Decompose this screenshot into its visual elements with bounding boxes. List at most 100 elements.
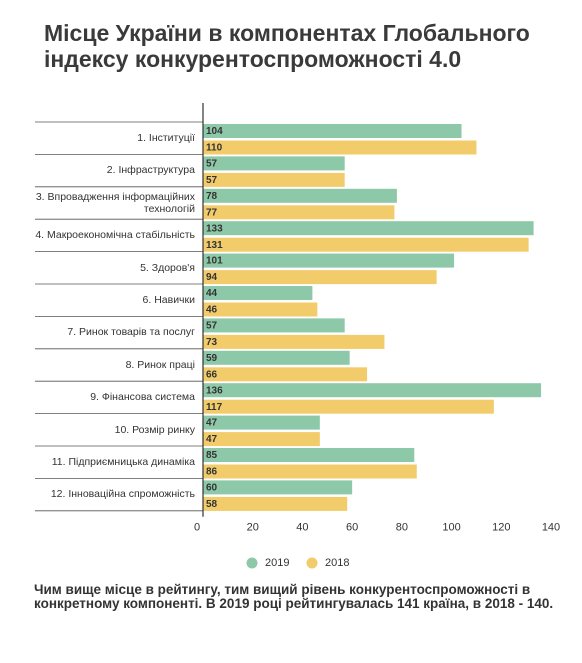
bar: [203, 237, 529, 252]
bar: [203, 302, 318, 317]
value-label: 58: [206, 499, 218, 510]
category-label-wrap: 2. Інфраструктура: [25, 154, 195, 186]
bar: [203, 124, 462, 138]
category-label-box: 3. Впровадження інформаційних технологій: [25, 187, 195, 219]
category-label-box: 9. Фінансова система: [25, 381, 195, 413]
bar: [203, 350, 350, 365]
legend-swatch: [246, 557, 258, 569]
category-label: 2. Інфраструктура: [106, 164, 195, 177]
x-tick-label: 100: [442, 522, 460, 534]
category-label: 11. Підприємницька динаміка: [51, 456, 195, 468]
bar: [203, 318, 345, 333]
value-label: 46: [206, 305, 218, 316]
category-label-wrap: 1. Інституції: [25, 122, 195, 154]
category-label-box: 12. Інноваційна спроможність: [25, 478, 195, 510]
legend-label: 2018: [325, 557, 349, 569]
bar: [203, 448, 415, 462]
value-label: 136: [206, 385, 223, 396]
category-label-box: 5. Здоров'я: [25, 252, 195, 284]
value-label: 47: [206, 434, 218, 445]
legend-swatch: [306, 557, 318, 569]
bar: [203, 221, 534, 236]
category-label-wrap: 8. Ринок праці: [25, 349, 195, 381]
bar: [203, 156, 345, 171]
category-label-wrap: 6. Навички: [25, 284, 195, 316]
x-tick-label: 20: [247, 522, 259, 534]
value-label: 60: [206, 483, 218, 494]
legend-label: 2019: [265, 557, 289, 569]
value-label: 66: [206, 369, 218, 380]
value-label: 73: [206, 337, 218, 348]
category-label-wrap: 11. Підприємницька динаміка: [25, 446, 195, 478]
category-label: 1. Інституції: [137, 132, 195, 144]
category-label-wrap: 4. Макроекономічна стабільність: [25, 219, 195, 251]
value-label: 101: [206, 256, 223, 267]
category-label: 4. Макроекономічна стабільність: [35, 229, 195, 242]
bar: [203, 253, 455, 268]
category-label-box: 4. Макроекономічна стабільність: [25, 219, 195, 251]
x-tick-label: 140: [542, 522, 560, 534]
bar: [203, 383, 542, 398]
category-label-box: 6. Навички: [25, 284, 195, 316]
category-label: 3. Впровадження інформаційних технологій: [35, 190, 195, 215]
value-label: 131: [206, 240, 223, 251]
value-label: 94: [206, 272, 218, 283]
x-tick-label: 120: [492, 522, 510, 534]
footnote: Чим вище місце в рейтингу, тим вищий рів…: [34, 582, 554, 611]
category-label-box: 7. Ринок товарів та послуг: [25, 316, 195, 348]
category-label-wrap: 9. Фінансова система: [25, 381, 195, 413]
bar: [203, 270, 437, 285]
value-label: 57: [206, 175, 218, 186]
value-label: 59: [206, 353, 218, 364]
bar: [203, 188, 397, 203]
bar: [203, 415, 320, 430]
category-label-box: 8. Ринок праці: [25, 349, 195, 381]
bar: [203, 496, 348, 511]
category-label: 8. Ринок праці: [125, 358, 195, 371]
value-label: 85: [206, 450, 218, 461]
category-label-wrap: 10. Розмір ринку: [25, 414, 195, 446]
category-label: 9. Фінансова система: [90, 391, 195, 404]
value-label: 57: [206, 159, 218, 170]
category-label-box: 11. Підприємницька динаміка: [25, 446, 195, 478]
bar: [203, 140, 477, 155]
category-label-wrap: 3. Впровадження інформаційних технологій: [25, 187, 195, 219]
value-label: 44: [206, 288, 218, 299]
value-label: 57: [206, 321, 218, 332]
category-label-box: 2. Інфраструктура: [25, 154, 195, 186]
bar: [203, 334, 385, 349]
category-label: 12. Інноваційна спроможність: [50, 488, 195, 501]
category-label: 5. Здоров'я: [140, 261, 195, 274]
value-label: 77: [206, 207, 218, 218]
x-tick-label: 60: [346, 522, 358, 534]
category-label: 7. Ринок товарів та послуг: [67, 326, 195, 339]
bar: [203, 286, 313, 300]
bar: [203, 367, 368, 382]
value-label: 78: [206, 191, 218, 202]
category-label-box: 1. Інституції: [25, 122, 195, 154]
category-label-wrap: 12. Інноваційна спроможність: [25, 478, 195, 510]
bar: [203, 432, 320, 447]
x-tick-label: 80: [396, 522, 408, 534]
bar: [203, 480, 353, 495]
x-tick-label: 0: [194, 522, 200, 534]
bar: [203, 205, 395, 220]
bar: [203, 464, 417, 479]
category-label-box: 10. Розмір ринку: [25, 414, 195, 446]
value-label: 47: [206, 418, 218, 429]
value-label: 86: [206, 467, 218, 478]
value-label: 104: [206, 126, 223, 137]
category-label: 6. Навички: [142, 294, 195, 306]
value-label: 110: [206, 143, 223, 154]
category-label-wrap: 5. Здоров'я: [25, 252, 195, 284]
category-label: 10. Розмір ринку: [114, 423, 195, 436]
category-label-wrap: 7. Ринок товарів та послуг: [25, 316, 195, 348]
bar: [203, 172, 345, 187]
bar: [203, 399, 494, 414]
chart-title: Місце України в компонентах Глобального …: [44, 20, 530, 72]
value-label: 117: [206, 402, 223, 413]
x-tick-label: 40: [296, 522, 308, 534]
value-label: 133: [206, 223, 223, 234]
